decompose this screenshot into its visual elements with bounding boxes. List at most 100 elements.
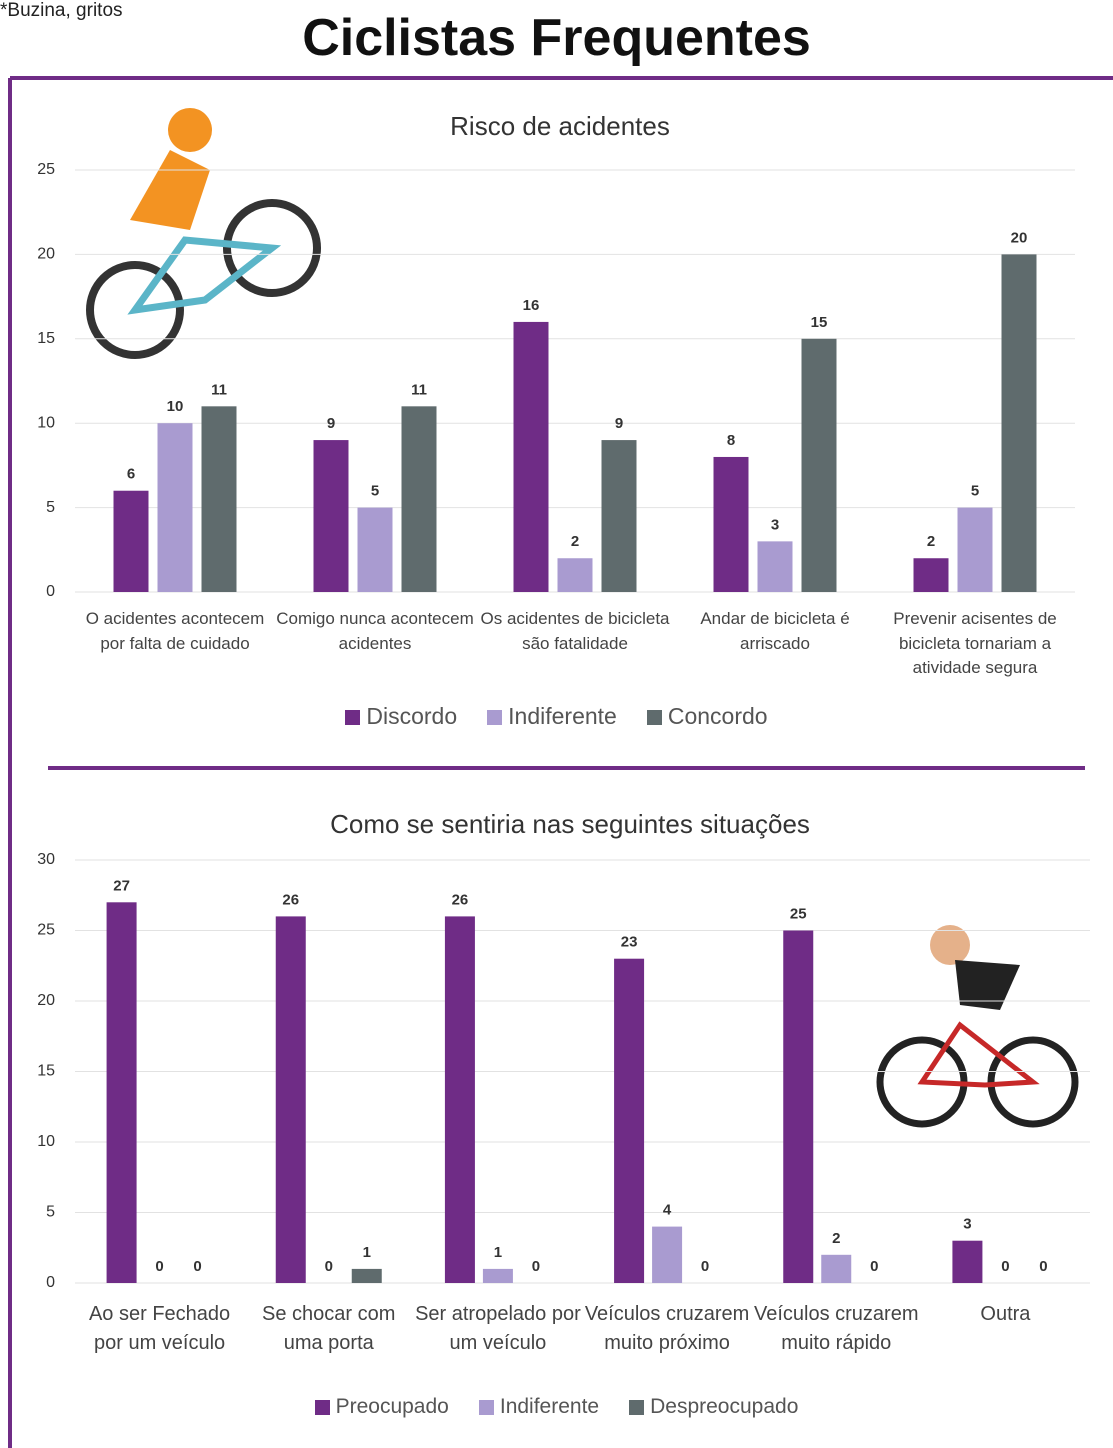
bar <box>113 490 149 592</box>
value-label: 6 <box>127 466 135 483</box>
bar <box>275 916 306 1283</box>
value-label: 20 <box>1011 229 1028 246</box>
legend-swatch <box>478 1399 494 1415</box>
y-tick-label: 25 <box>37 922 55 939</box>
bar <box>783 930 814 1283</box>
value-label: 1 <box>494 1244 502 1261</box>
legend-swatch <box>487 710 503 726</box>
bar <box>801 338 837 592</box>
value-label: 15 <box>811 314 828 331</box>
legend-label: Preocupado <box>335 1395 449 1418</box>
legend-label: Discordo <box>366 703 458 729</box>
x-tick-label: Prevenir acisentes de bicicleta tornaria… <box>893 609 1057 678</box>
value-label: 25 <box>790 905 807 922</box>
bar <box>821 1254 852 1283</box>
value-label: 5 <box>371 483 379 500</box>
value-label: 26 <box>282 891 299 908</box>
page-title: Ciclistas Frequentes <box>302 9 811 67</box>
legend-item: Discordo <box>345 703 457 730</box>
y-tick-label: 10 <box>37 1133 55 1150</box>
value-label: 0 <box>325 1258 333 1275</box>
legend-item: Concordo <box>646 703 768 730</box>
value-label: 10 <box>167 398 184 415</box>
y-tick-label: 5 <box>46 1204 55 1221</box>
value-label: 5 <box>971 483 979 500</box>
legend-item: Preocupado <box>314 1395 449 1419</box>
x-tick-label: Veículos cruzarem muito próximo <box>584 1303 750 1354</box>
legend-swatch <box>314 1399 330 1415</box>
value-label: 0 <box>193 1258 201 1275</box>
bar <box>614 958 645 1283</box>
value-label: 3 <box>963 1216 971 1233</box>
legend: Discordo Indiferente Concordo <box>0 703 1113 730</box>
bar <box>351 1268 382 1283</box>
legend-item: Indiferente <box>478 1395 600 1419</box>
y-tick-label: 25 <box>37 161 55 178</box>
chart-title: Risco de acidentes <box>450 111 670 141</box>
value-label: 27 <box>113 877 130 894</box>
x-tick-label: Outra <box>980 1303 1031 1325</box>
value-label: 2 <box>571 533 579 550</box>
annotation: *Buzina, gritos <box>0 0 123 21</box>
value-label: 0 <box>1039 1258 1047 1275</box>
y-tick-label: 0 <box>46 1274 55 1291</box>
y-tick-label: 20 <box>37 992 55 1009</box>
bar <box>601 440 637 592</box>
x-tick-label: Ser atropelado por um veículo <box>415 1303 581 1354</box>
value-label: 9 <box>327 415 335 432</box>
legend-swatch <box>345 710 361 726</box>
x-tick-label: Andar de bicicleta é arriscado <box>700 609 850 653</box>
value-label: 3 <box>771 516 779 533</box>
bar <box>952 1240 983 1283</box>
legend-swatch <box>646 710 662 726</box>
bar <box>757 541 793 592</box>
bar <box>401 406 437 592</box>
bar <box>357 507 393 592</box>
bar <box>957 507 993 592</box>
value-label: 4 <box>663 1202 672 1219</box>
bar <box>513 321 549 592</box>
bar <box>1001 254 1037 592</box>
value-label: 11 <box>411 381 427 398</box>
value-label: 16 <box>523 297 540 314</box>
x-tick-label: Se chocar com uma porta <box>262 1303 396 1354</box>
bar <box>201 406 237 592</box>
cyclist-illustration <box>876 925 1079 1128</box>
x-tick-label: Comigo nunca acontecem acidentes <box>276 609 474 653</box>
value-label: 1 <box>363 1244 371 1261</box>
value-label: 0 <box>701 1258 709 1275</box>
x-tick-label: Ao ser Fechado por um veículo <box>88 1303 231 1354</box>
bar <box>444 916 475 1283</box>
bar <box>482 1268 513 1283</box>
bar <box>913 558 949 592</box>
chart-title: Como se sentiria nas seguintes situações <box>330 809 810 839</box>
legend-item: Despreocupado <box>629 1395 798 1419</box>
value-label: 26 <box>452 891 469 908</box>
x-tick-label: Os acidentes de bicicleta são fatalidade <box>480 609 670 653</box>
bar <box>157 423 193 592</box>
bar <box>652 1226 683 1283</box>
y-tick-label: 10 <box>37 414 55 431</box>
y-tick-label: 15 <box>37 330 55 347</box>
bar <box>106 902 137 1283</box>
legend: Preocupado Indiferente Despreocupado <box>0 1395 1113 1419</box>
y-tick-label: 5 <box>46 499 55 516</box>
value-label: 0 <box>155 1258 163 1275</box>
legend-label: Concordo <box>667 703 768 729</box>
x-tick-label: Veículos cruzarem muito rápido <box>753 1303 919 1354</box>
y-tick-label: 30 <box>37 851 55 868</box>
value-label: 0 <box>870 1258 878 1275</box>
cyclist-illustration <box>86 108 321 359</box>
value-label: 0 <box>1001 1258 1009 1275</box>
bar <box>313 440 349 592</box>
legend-label: Indiferente <box>508 703 617 729</box>
value-label: 2 <box>927 533 935 550</box>
legend-label: Indiferente <box>499 1395 600 1418</box>
y-tick-label: 15 <box>37 1063 55 1080</box>
value-label: 23 <box>621 934 638 951</box>
x-tick-label: O acidentes acontecem por falta de cuida… <box>85 609 265 653</box>
value-label: 9 <box>615 415 623 432</box>
bar <box>713 456 749 592</box>
